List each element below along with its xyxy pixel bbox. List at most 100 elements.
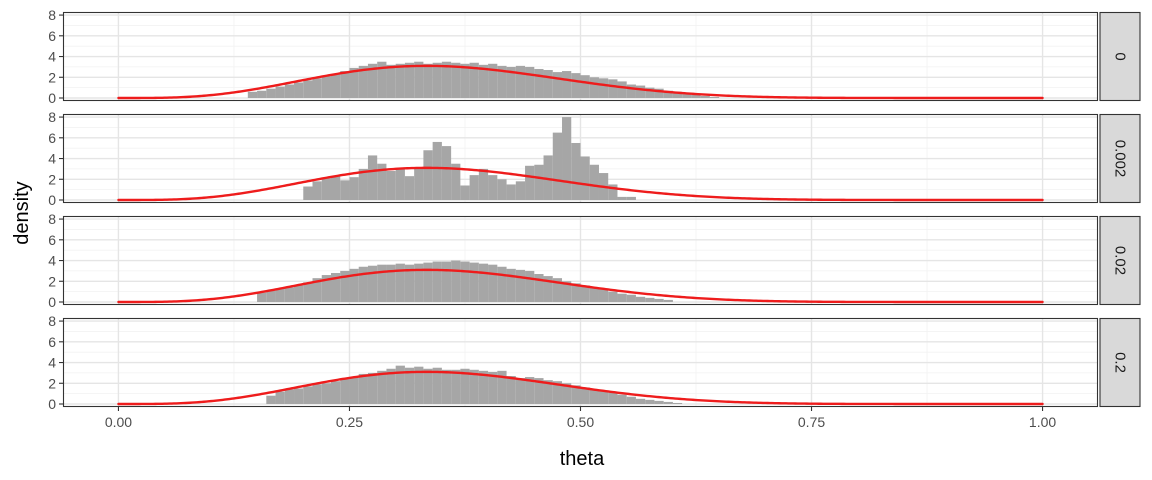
y-tick-label: 6 — [48, 334, 56, 350]
facet-strip-label: 0.002 — [1112, 140, 1129, 178]
histogram-bar — [312, 78, 322, 98]
histogram-bar — [303, 186, 313, 200]
histogram-bar — [552, 132, 563, 200]
panel-border — [62, 11, 1099, 102]
histogram-bar — [672, 402, 683, 404]
histogram-bar — [562, 117, 572, 200]
histogram-bar — [506, 376, 516, 404]
histogram-bar — [377, 264, 387, 302]
histogram-bar — [367, 155, 378, 200]
x-tick-label: 0.50 — [567, 414, 594, 430]
panel-border — [62, 215, 1099, 306]
y-tick-label: 0 — [48, 90, 56, 106]
histogram-bar — [469, 62, 479, 98]
y-tick-label: 2 — [48, 171, 56, 187]
histogram-bar — [571, 73, 581, 98]
x-axis: 0.00 0.25 0.50 0.75 1.00 — [105, 407, 1056, 430]
histogram-bar — [386, 64, 396, 98]
histogram-bar — [441, 261, 452, 302]
histogram-bar — [377, 163, 387, 200]
histogram-bar — [571, 283, 581, 302]
histogram-bar — [497, 65, 507, 98]
histogram-bar — [525, 165, 535, 200]
histogram-bar — [358, 168, 368, 200]
y-tick-label: 0 — [48, 294, 56, 310]
histogram-bar — [349, 268, 359, 302]
histogram-bar — [312, 181, 322, 200]
histogram-bar — [608, 79, 618, 98]
histogram-bar — [589, 389, 599, 404]
histogram-bar — [294, 285, 304, 302]
histogram-bar — [682, 93, 692, 98]
y-tick-label: 0 — [48, 396, 56, 412]
histogram-bar — [626, 294, 636, 302]
histogram-bar — [441, 369, 452, 404]
histogram-bar — [525, 377, 535, 404]
y-tick-label: 2 — [48, 273, 56, 289]
histogram-bar — [515, 269, 526, 302]
histogram-bar — [635, 85, 646, 98]
histogram-bar — [691, 94, 701, 98]
histogram-bar — [626, 396, 636, 404]
histogram-bar — [460, 185, 470, 200]
histogram-bar — [340, 270, 350, 302]
histogram-bar — [663, 299, 673, 302]
histogram-bar — [330, 381, 341, 404]
histogram-bar — [441, 146, 452, 200]
histogram-bar — [330, 272, 341, 302]
histogram-bar — [395, 63, 405, 98]
histogram-bar — [469, 369, 479, 404]
facet-panel-2: 0 2 4 6 8 0.02 — [48, 211, 1141, 310]
facet-strip — [1099, 113, 1141, 204]
x-tick-label: 0.25 — [336, 414, 363, 430]
histogram-bar — [358, 65, 368, 98]
histogram-bar — [321, 76, 331, 98]
histogram-bar — [672, 91, 683, 98]
histogram-bar — [358, 266, 368, 302]
histogram-bar — [367, 63, 378, 98]
histogram-bar — [562, 281, 572, 302]
histogram-bar — [580, 387, 590, 404]
y-tick-label: 8 — [48, 211, 56, 227]
histogram-bar — [349, 67, 359, 98]
histogram-bar — [451, 260, 461, 302]
facet-panels: 0 2 4 6 8 0 0 2 4 6 8 0.002 0 2 4 6 8 0.02 0 2 4 6 8 0.2 — [48, 7, 1141, 412]
histogram-bar — [700, 95, 710, 98]
density-curve — [117, 370, 1044, 406]
histogram-bar — [367, 265, 378, 302]
histogram-bar — [608, 291, 618, 302]
histogram-bar — [404, 62, 415, 98]
histogram-bar — [414, 61, 424, 98]
histogram-bar — [478, 64, 489, 98]
histogram-bar — [635, 296, 646, 302]
histogram-bar — [617, 394, 627, 404]
facet-strip — [1099, 317, 1141, 408]
histogram-bar — [589, 164, 599, 200]
histogram-bar — [645, 87, 655, 98]
histogram-bar — [266, 88, 276, 98]
histogram-bar — [377, 370, 387, 404]
histogram-bar — [321, 275, 331, 302]
histogram-bar — [349, 177, 359, 200]
facet-strip-label: 0.02 — [1112, 246, 1129, 275]
y-tick-label: 2 — [48, 375, 56, 391]
panel-border — [62, 317, 1099, 408]
histogram-bar — [303, 282, 313, 302]
histogram-bar — [562, 71, 572, 98]
histogram-bar — [543, 155, 553, 200]
histogram-bar — [367, 372, 378, 404]
histogram-bar — [257, 292, 267, 302]
histogram-bar — [635, 398, 646, 404]
histogram-bar — [340, 180, 350, 200]
histogram-bar — [608, 184, 618, 200]
y-tick-label: 6 — [48, 28, 56, 44]
histogram-bar — [543, 380, 553, 404]
histogram-bar — [626, 84, 636, 98]
histogram-bar — [654, 298, 664, 302]
histogram-bar — [534, 274, 544, 302]
histogram-bar — [312, 384, 322, 404]
y-tick-label: 6 — [48, 232, 56, 248]
histogram-bar — [562, 383, 572, 404]
histogram-bar — [534, 164, 544, 200]
